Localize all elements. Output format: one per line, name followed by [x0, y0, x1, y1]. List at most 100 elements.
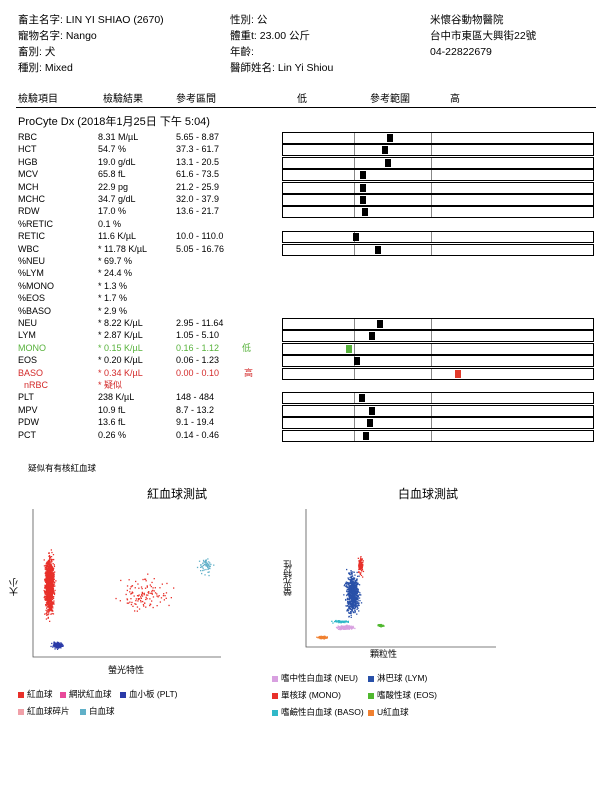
clinic-address: 台中市東區大興街22號: [430, 30, 537, 42]
legend-entry: 白血球: [80, 705, 115, 717]
legend-swatch: [368, 675, 374, 682]
legend-label: 嗜鹼性白血球 (BASO): [281, 707, 364, 717]
row-value: * 8.22 K/µL: [98, 318, 143, 328]
range-divider: [431, 244, 432, 255]
range-divider: [354, 405, 355, 416]
range-bar: [282, 132, 594, 144]
rbc-scatter-tail: [115, 573, 175, 612]
row-value: 238 K/µL: [98, 392, 135, 403]
range-divider: [354, 207, 355, 218]
range-bar: [282, 392, 594, 405]
row-name: %MONO: [18, 280, 54, 291]
mono-cloud: [357, 556, 365, 578]
result-marker: [377, 320, 384, 328]
result-marker: [362, 431, 369, 440]
col-item: 檢驗項目: [18, 94, 58, 105]
range-bar: [282, 194, 594, 206]
row-name: LYM: [18, 330, 36, 341]
row-ref: 0.14 - 0.46: [176, 429, 220, 440]
eos-cloud: [377, 623, 385, 628]
range-divider: [354, 133, 355, 143]
result-marker: [387, 134, 394, 142]
range-divider: [431, 418, 432, 429]
result-marker: [381, 146, 388, 155]
range-divider: [431, 356, 432, 367]
row-value: 17.0 %: [98, 206, 127, 217]
range-divider: [354, 145, 355, 156]
result-marker: [374, 245, 381, 254]
row-name: %NEU: [18, 256, 46, 266]
footnote: 疑似有有核紅血球: [28, 463, 97, 473]
rbc-chart-title: 紅血球測試: [147, 487, 208, 501]
weight: 體重t: 23.00 公斤: [230, 30, 310, 42]
row-ref: 37.3 - 61.7: [176, 144, 220, 155]
plt-cloud: [50, 641, 64, 650]
row-name: %RETIC: [18, 218, 54, 229]
legend-entry: U紅血球: [368, 706, 409, 718]
range-bar: [282, 330, 594, 343]
row-value: 0.26 %: [98, 429, 127, 440]
row-name: MPV: [18, 404, 38, 415]
range-bar: [282, 144, 594, 157]
range-divider: [431, 195, 432, 205]
col-high: 高: [450, 94, 460, 105]
range-divider: [431, 170, 432, 181]
row-ref: 21.2 - 25.9: [176, 181, 220, 192]
range-bar: [282, 243, 594, 256]
row-name: HGB: [18, 156, 38, 167]
legend-swatch: [60, 691, 66, 698]
range-divider: [354, 430, 355, 441]
range-divider: [431, 133, 432, 143]
result-marker: [369, 332, 376, 341]
range-divider: [354, 170, 355, 181]
row-value: 13.6 fL: [98, 417, 126, 428]
legend-label: 單核球 (MONO): [281, 690, 341, 700]
range-divider: [431, 405, 432, 416]
breed: 種別: Mixed: [18, 62, 73, 74]
range-bar: [282, 318, 594, 330]
wbc-chart-title: 白血球測試: [398, 487, 459, 501]
legend-entry: 血小板 (PLT): [120, 688, 177, 700]
legend-swatch: [272, 692, 278, 699]
row-ref: 0.16 - 1.12: [176, 342, 220, 353]
row-ref: 32.0 - 37.9: [176, 194, 220, 204]
rbc-scatter-plot: [32, 509, 221, 658]
result-marker: [352, 233, 359, 242]
range-divider: [354, 418, 355, 429]
row-name: MCV: [18, 169, 38, 180]
legend-entry: 單核球 (MONO): [272, 689, 341, 701]
range-divider: [431, 343, 432, 354]
range-divider: [431, 145, 432, 156]
row-ref: 148 - 484: [176, 392, 215, 403]
legend-entry: 網狀紅血球: [60, 688, 112, 700]
baso-cloud: [331, 619, 349, 624]
col-result: 檢驗結果: [103, 94, 143, 105]
row-value: 54.7 %: [98, 144, 127, 155]
legend-swatch: [272, 675, 278, 682]
row-ref: 0.00 - 0.10: [176, 367, 220, 378]
row-value: * 0.34 K/µL: [98, 367, 143, 378]
range-divider: [354, 195, 355, 205]
species: 畜別: 犬: [18, 46, 56, 58]
col-low: 低: [297, 94, 307, 105]
result-marker: [346, 344, 353, 353]
result-marker: [367, 419, 374, 428]
legend-entry: 嗜酸性球 (EOS): [368, 689, 437, 701]
wbc-in-rbc: [196, 558, 215, 577]
row-ref: 9.1 - 19.4: [176, 417, 215, 428]
range-divider: [354, 331, 355, 342]
neu-cloud: [335, 624, 356, 631]
col-ref-range: 參考範圍: [370, 94, 410, 105]
range-divider: [431, 430, 432, 441]
legend-label: 血小板 (PLT): [129, 689, 178, 699]
row-value: 0.1 %: [98, 218, 122, 229]
row-ref: 0.06 - 1.23: [176, 355, 220, 366]
row-value: * 69.7 %: [98, 256, 133, 266]
row-ref: 5.05 - 16.76: [176, 243, 225, 254]
row-value: 19.0 g/dL: [98, 156, 136, 167]
range-divider: [431, 368, 432, 379]
result-marker: [369, 406, 376, 415]
range-bar: [282, 169, 594, 182]
age: 年齡:: [230, 46, 254, 58]
range-divider: [431, 157, 432, 168]
